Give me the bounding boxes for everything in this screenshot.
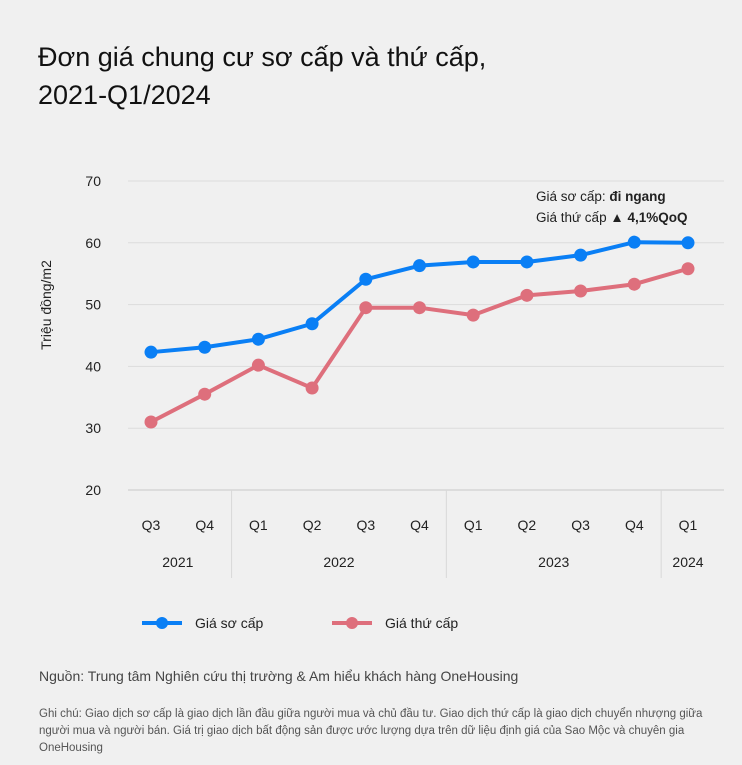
y-tick-label: 60 — [85, 235, 101, 251]
x-tick-label: Q4 — [625, 517, 644, 533]
data-point — [359, 301, 373, 315]
data-point — [681, 236, 695, 250]
series-secondary — [144, 262, 695, 429]
title-line-1: Đơn giá chung cư sơ cấp và thứ cấp, — [38, 42, 487, 72]
legend-marker-secondary — [346, 617, 358, 629]
y-tick-label: 50 — [85, 297, 101, 313]
data-point — [520, 255, 534, 269]
gridlines: 20 30 40 50 60 70 Q3 Q4 Q1 Q2 Q3 Q4 Q1 Q2 Q3 Q4 Q1 2021 20… — [85, 173, 724, 578]
x-tick-label: Q2 — [518, 517, 537, 533]
annotation-primary-label: Giá sơ cấp: — [536, 189, 609, 204]
y-tick-label: 30 — [85, 420, 101, 436]
year-label: 2023 — [538, 554, 569, 570]
data-point — [359, 272, 373, 286]
series-primary — [144, 235, 695, 359]
x-tick-label: Q4 — [195, 517, 214, 533]
series-line — [150, 266, 689, 424]
data-point — [144, 345, 158, 359]
svg-text:Giá sơ cấp: đi ngang: Giá sơ cấp: đi ngang — [536, 189, 666, 204]
footnote: Ghi chú: Giao dịch sơ cấp là giao dịch l… — [39, 708, 703, 754]
data-point — [574, 284, 588, 298]
legend-marker-primary — [156, 617, 168, 629]
legend-label-primary: Giá sơ cấp — [195, 615, 264, 631]
data-point — [198, 387, 212, 401]
year-label: 2021 — [162, 554, 193, 570]
data-point — [627, 277, 641, 291]
series-line — [150, 240, 689, 355]
annotation-secondary-value: ▲ 4,1%QoQ — [610, 210, 687, 225]
annotation-primary-value: đi ngang — [609, 189, 665, 204]
data-point — [627, 235, 641, 249]
x-tick-label: Q1 — [679, 517, 698, 533]
data-point — [305, 317, 319, 331]
x-tick-label: Q3 — [142, 517, 161, 533]
annotation-secondary-label: Giá thứ cấp — [536, 210, 610, 225]
data-point — [251, 332, 265, 346]
data-point — [574, 248, 588, 262]
data-point — [305, 381, 319, 395]
data-point — [413, 301, 426, 315]
x-tick-label: Q4 — [410, 517, 429, 533]
chart-title: Đơn giá chung cư sơ cấp và thứ cấp, 2021… — [38, 38, 486, 114]
year-label: 2022 — [323, 554, 354, 570]
x-tick-label: Q3 — [571, 517, 590, 533]
year-label: 2024 — [672, 554, 703, 570]
data-point — [251, 358, 265, 372]
y-tick-label: 20 — [85, 482, 101, 498]
x-tick-label: Q1 — [464, 517, 483, 533]
data-point — [520, 288, 534, 302]
title-line-2: 2021-Q1/2024 — [38, 80, 211, 110]
x-tick-label: Q2 — [303, 517, 322, 533]
y-axis-label: Triệu đồng/m2 — [38, 260, 54, 350]
data-point — [466, 255, 480, 269]
source-text: Nguồn: Trung tâm Nghiên cứu thị trường &… — [39, 668, 519, 684]
y-tick-label: 70 — [85, 173, 101, 189]
data-point — [198, 340, 212, 354]
annotation: Giá sơ cấp: đi ngang Giá thứ cấp ▲ 4,1%Q… — [536, 189, 687, 225]
y-tick-label: 40 — [85, 358, 101, 374]
line-chart: 20 30 40 50 60 70 Q3 Q4 Q1 Q2 Q3 Q4 Q1 Q2 Q3 Q4 Q1 2021 20… — [38, 173, 724, 631]
svg-text:Giá thứ cấp ▲ 4,1%QoQ: Giá thứ cấp ▲ 4,1%QoQ — [536, 210, 687, 225]
legend-label-secondary: Giá thứ cấp — [385, 615, 458, 631]
data-point — [144, 415, 158, 429]
data-point — [466, 308, 480, 322]
legend: Giá sơ cấp Giá thứ cấp — [142, 615, 458, 631]
x-tick-label: Q3 — [356, 517, 375, 533]
x-tick-label: Q1 — [249, 517, 268, 533]
data-point — [681, 262, 695, 276]
data-point — [413, 259, 426, 273]
